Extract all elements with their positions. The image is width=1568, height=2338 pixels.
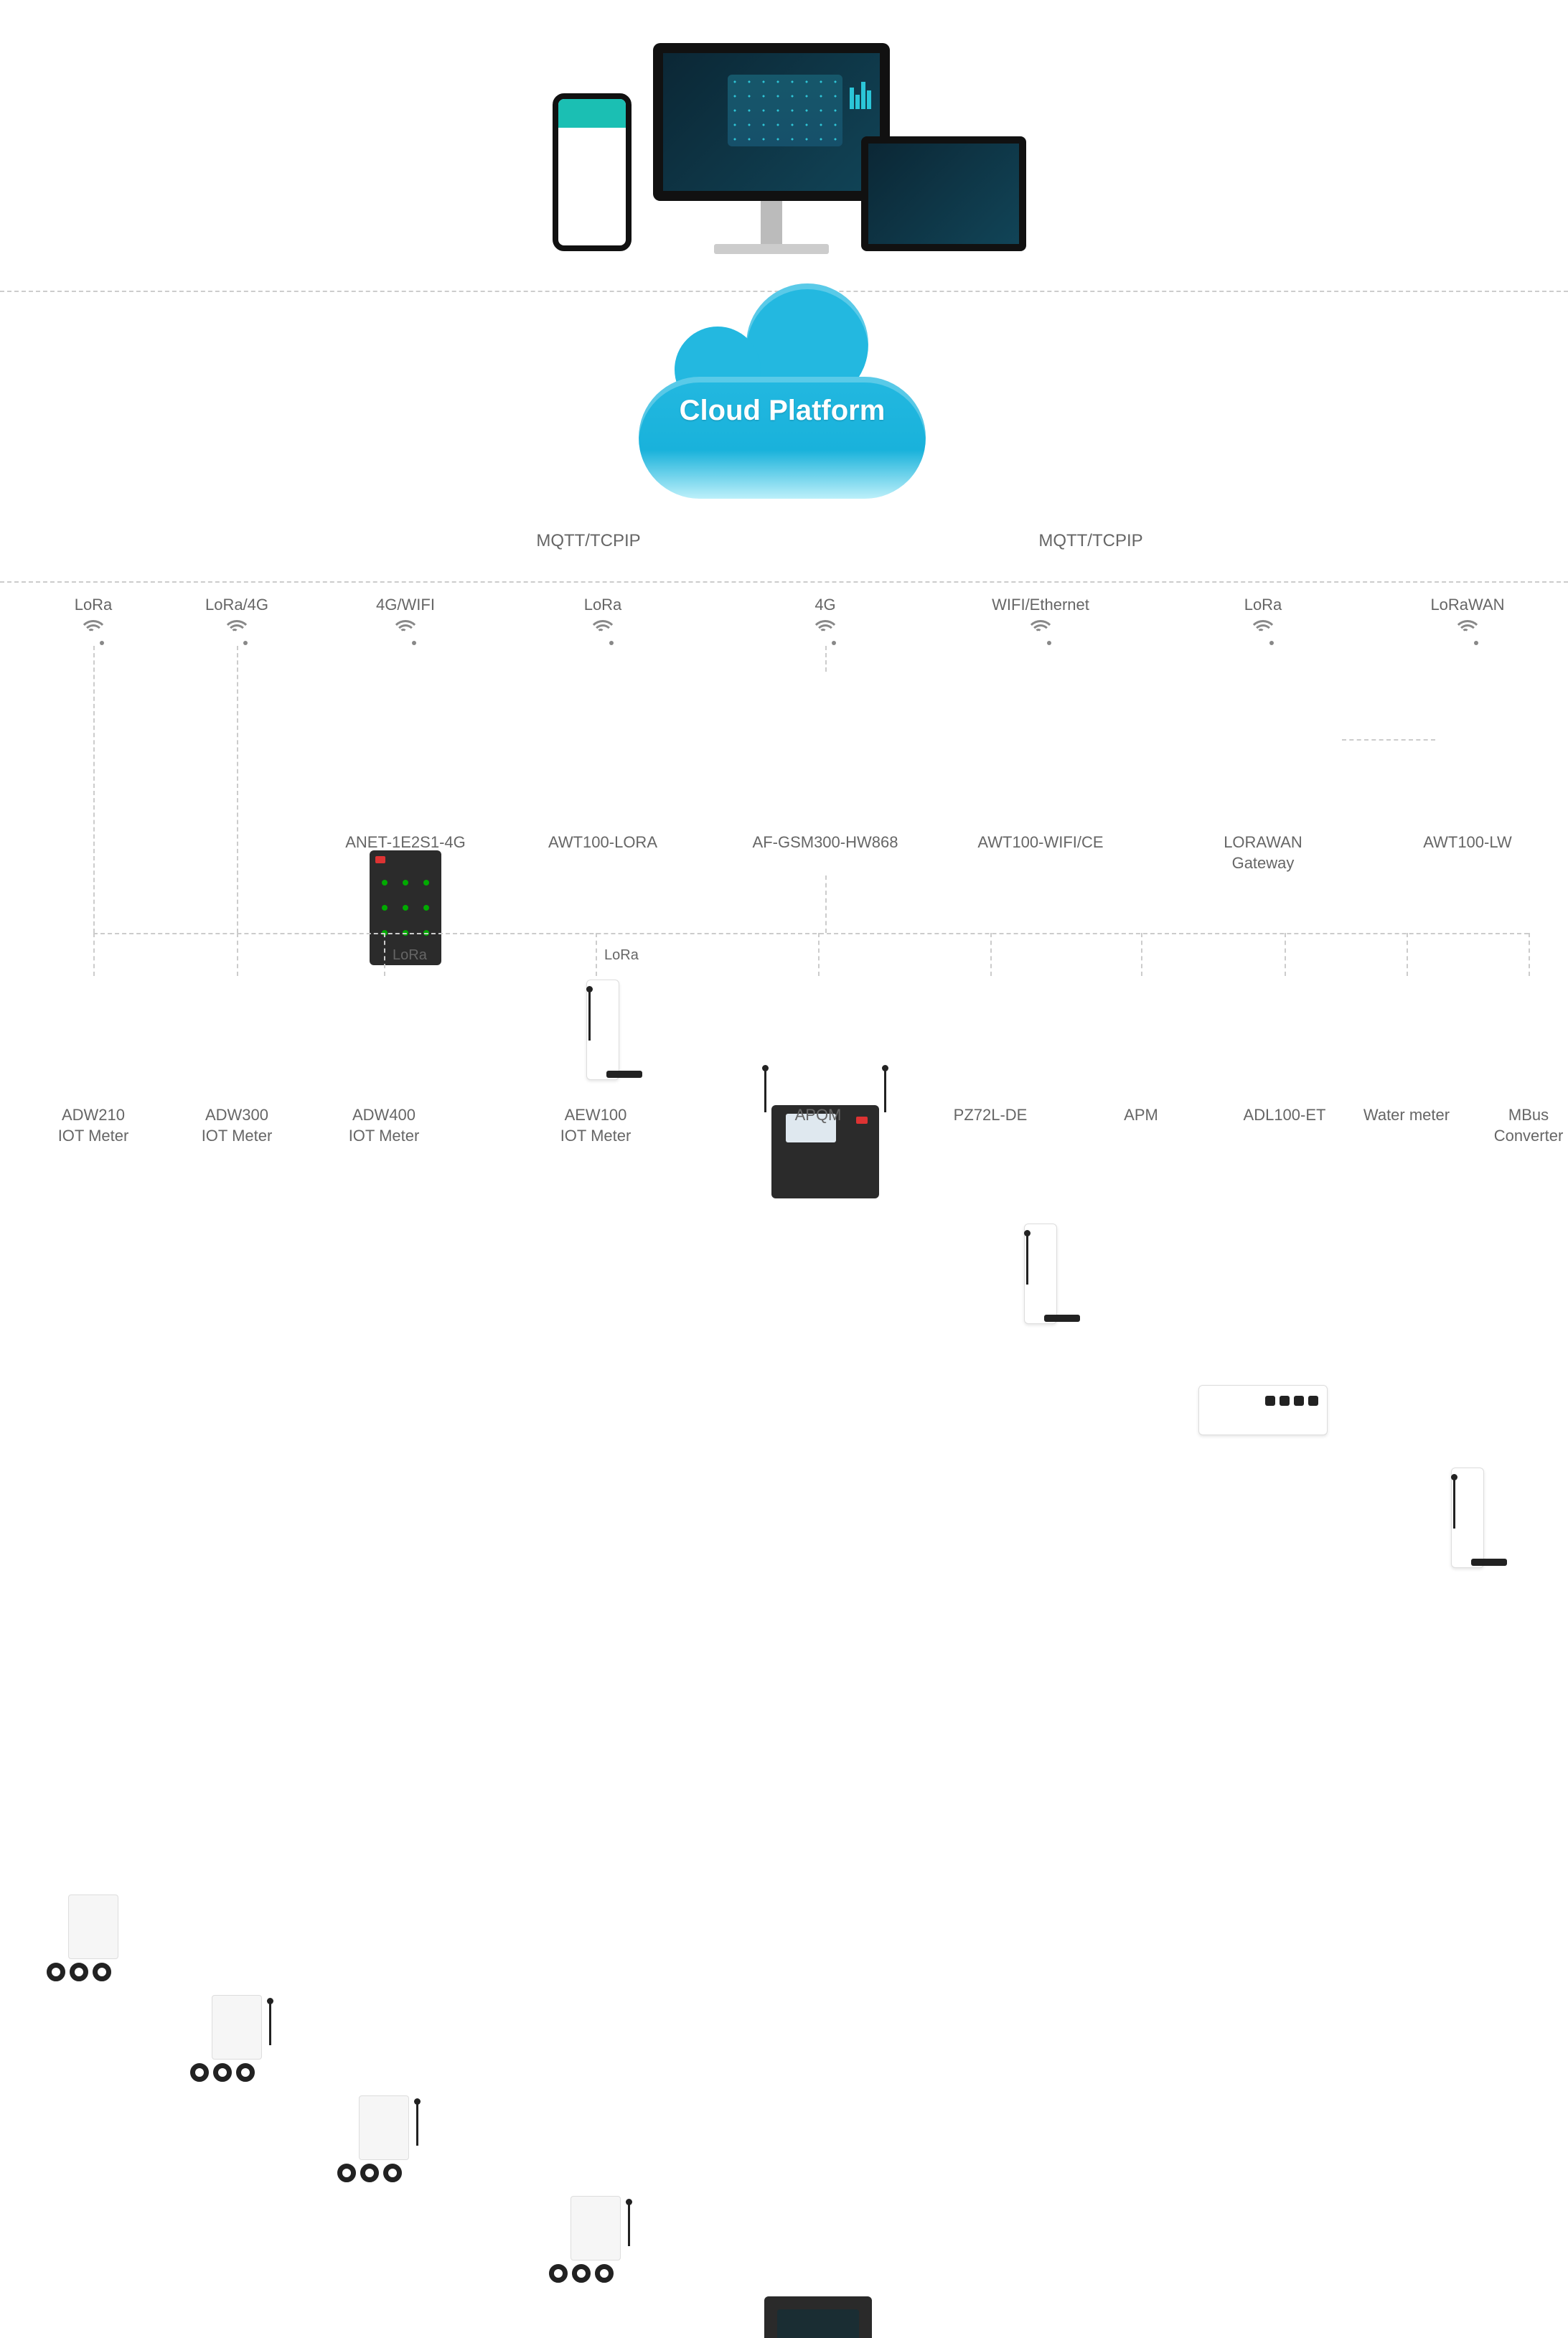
mid-conn-label: LoRaWAN: [1403, 596, 1532, 614]
wifi-icon: [1453, 620, 1482, 642]
bottom-drop-line: [384, 933, 385, 976]
bottom-drop-line: [1285, 933, 1286, 976]
wifi-icon: [588, 620, 617, 642]
bottom-drop-line: [818, 933, 820, 976]
mid-wifi-icon: [391, 620, 420, 645]
cloud-platform: Cloud Platform: [639, 327, 926, 499]
lora-badge: LoRa: [604, 947, 639, 964]
mid-device-label: AWT100-WIFI/CE: [954, 832, 1127, 853]
mid-device-lorawan-gw: [1198, 1335, 1328, 1457]
mid-device-awt-stick: [538, 969, 667, 1091]
mid-conn-label: 4G: [761, 596, 890, 614]
bottom-device-label: ADW300 IOT Meter: [165, 1105, 309, 1146]
mid-drop-line: [825, 646, 827, 672]
bottom-device-label: ADW400 IOT Meter: [312, 1105, 456, 1146]
mid-conn-label: 4G/WIFI: [341, 596, 470, 614]
gateway-to-lw-link: [1342, 739, 1435, 741]
mid-wifi-icon: [811, 620, 840, 645]
wifi-icon: [79, 620, 108, 642]
mid-conn-label: LoRa: [29, 596, 158, 614]
wifi-icon: [811, 620, 840, 642]
mid-device-label: AF-GSM300-HW868: [739, 832, 911, 853]
bottom-device-iot-ct-ant: [323, 2095, 445, 2196]
mid-device-awt-stick: [1403, 1457, 1532, 1579]
mid-device-label: ANET-1E2S1-4G: [319, 832, 492, 853]
bottom-drop-line: [990, 933, 992, 976]
wifi-icon: [222, 620, 251, 642]
lora-badge: LoRa: [393, 947, 427, 964]
bottom-device-label: MBus Converter: [1457, 1105, 1568, 1146]
mid-conn-label: WIFI/Ethernet: [976, 596, 1105, 614]
bottom-device-iot-ct-ant: [535, 2196, 657, 2296]
bottom-device-label: PZ72L-DE: [919, 1105, 1062, 1126]
mid-wifi-icon: [588, 620, 617, 645]
mid-wifi-icon: [1453, 620, 1482, 645]
mid-wifi-icon: [222, 620, 251, 645]
mid-conn-label: LoRa: [1198, 596, 1328, 614]
mid-conn-label: LoRa: [538, 596, 667, 614]
mid-drop-line: [825, 875, 827, 933]
bottom-device-label: APM: [1069, 1105, 1213, 1126]
mid-device-awt-stick: [976, 1213, 1105, 1335]
mid-wifi-icon: [1026, 620, 1055, 645]
bus-line: [93, 933, 1529, 934]
protocol-right: MQTT/TCPIP: [1019, 531, 1163, 551]
bottom-drop-line: [93, 933, 95, 976]
bottom-drop-line: [596, 933, 597, 976]
client-device-tablet: [861, 136, 1026, 251]
bottom-drop-line: [1141, 933, 1142, 976]
bottom-device-label: ADW210 IOT Meter: [22, 1105, 165, 1146]
mid-conn-label: LoRa/4G: [172, 596, 301, 614]
bottom-drop-line: [1529, 933, 1530, 976]
divider-mid: [0, 581, 1568, 583]
bottom-device-iot-ct-ant: [176, 1995, 298, 2095]
mid-wifi-icon: [79, 620, 108, 645]
wifi-icon: [1026, 620, 1055, 642]
mid-device-label: LORAWAN Gateway: [1177, 832, 1349, 873]
mid-drop-line: [237, 646, 238, 933]
bottom-device-label: APQM: [746, 1105, 890, 1126]
bottom-device-label: AEW100 IOT Meter: [524, 1105, 667, 1146]
bottom-drop-line: [237, 933, 238, 976]
client-device-phone: [553, 93, 632, 251]
bottom-drop-line: [1407, 933, 1408, 976]
bottom-device-iot-ct: [32, 1895, 154, 1995]
bottom-device-panel-big: [757, 2296, 879, 2338]
mid-drop-line: [93, 646, 95, 933]
cloud-label: Cloud Platform: [639, 395, 926, 427]
protocol-left: MQTT/TCPIP: [517, 531, 660, 551]
client-devices-group: [553, 43, 1012, 266]
mid-device-label: AWT100-LORA: [517, 832, 689, 853]
mid-wifi-icon: [1249, 620, 1277, 645]
wifi-icon: [1249, 620, 1277, 642]
wifi-icon: [391, 620, 420, 642]
mid-device-label: AWT100-LW: [1381, 832, 1554, 853]
client-device-monitor: [653, 43, 890, 201]
